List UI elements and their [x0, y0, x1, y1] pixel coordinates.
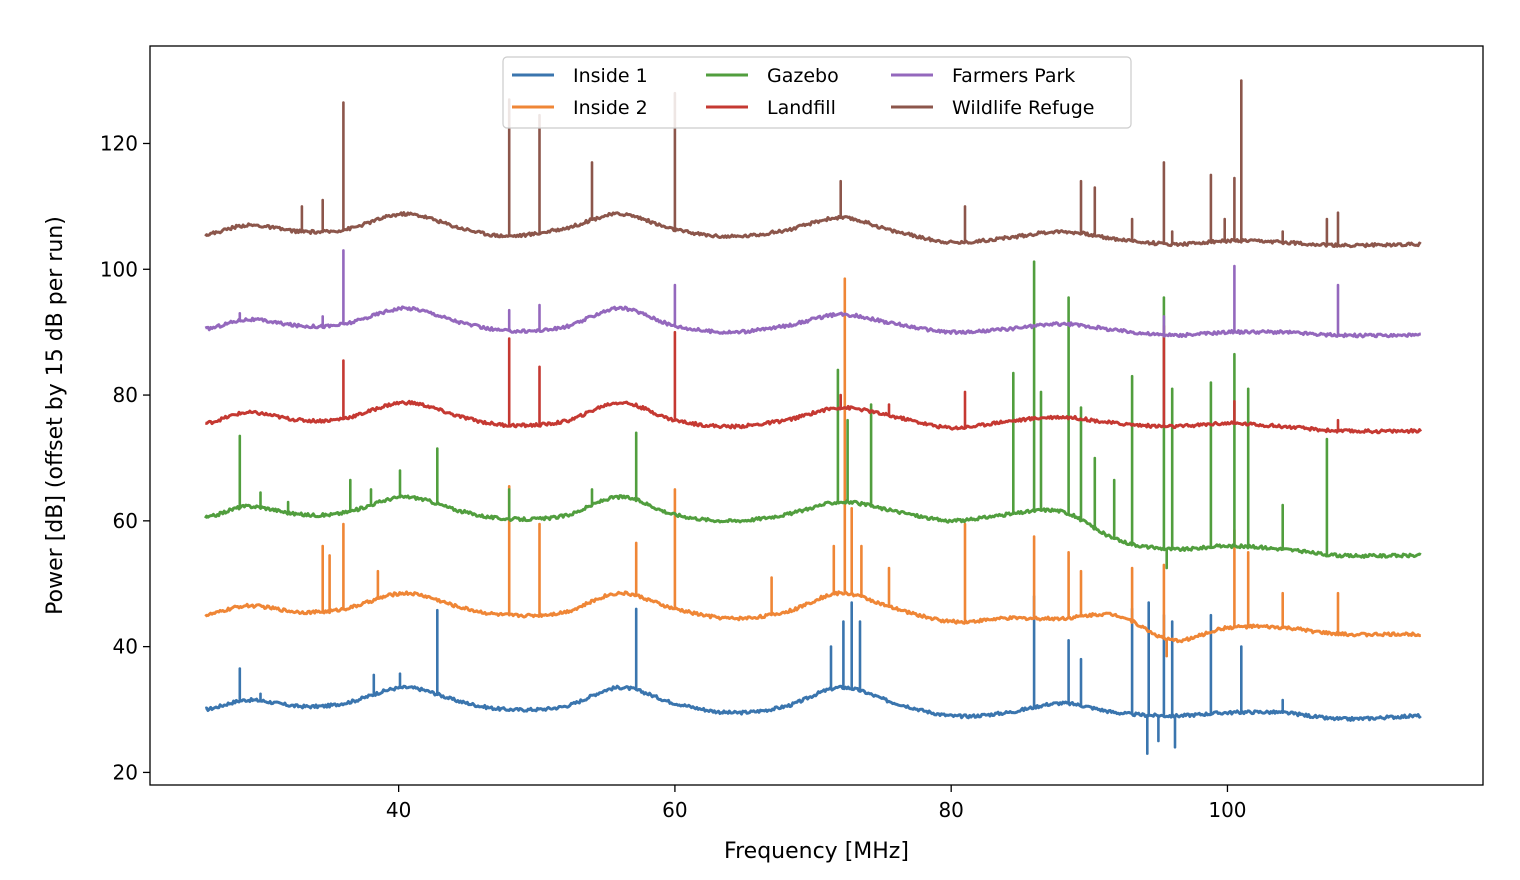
x-tick-label: 60 [662, 798, 687, 822]
series-line [204, 590, 1421, 644]
y-tick-label: 80 [113, 383, 138, 407]
x-tick-label: 80 [938, 798, 963, 822]
series-line [204, 684, 1422, 722]
legend-box [502, 56, 1132, 129]
legend-item: Gazebo [706, 65, 839, 87]
series-inside-2 [204, 277, 1421, 658]
x-axis-label: Frequency [MHz] [724, 839, 909, 864]
series-farmers-park [204, 249, 1421, 339]
series-line [204, 305, 1421, 339]
series-landfill [205, 324, 1423, 435]
y-tick-label: 100 [100, 257, 138, 281]
x-tick-label: 100 [1208, 798, 1246, 822]
legend-label: Inside 2 [573, 97, 648, 119]
legend-item: Wildlife Refuge [891, 97, 1094, 119]
series-layer [204, 79, 1423, 755]
x-tick-label: 40 [386, 798, 411, 822]
series-line [204, 494, 1422, 559]
legend: Inside 1 Inside 2 Gazebo Landfill Farmers Pa… [502, 56, 1132, 129]
legend-label: Landfill [767, 97, 836, 119]
y-tick-label: 60 [113, 509, 138, 533]
legend-label: Gazebo [767, 65, 839, 87]
y-axis: 20 40 60 80 100 120 [100, 131, 150, 784]
series-line [205, 399, 1423, 435]
series-line [204, 211, 1422, 249]
legend-label: Farmers Park [952, 65, 1075, 87]
legend-item: Farmers Park [891, 65, 1075, 87]
legend-item: Inside 2 [512, 97, 648, 119]
y-axis-label: Power [dB] (offset by 15 dB per run) [43, 216, 68, 615]
x-axis: 40 60 80 100 [386, 785, 1247, 822]
legend-label: Wildlife Refuge [952, 97, 1094, 119]
legend-label: Inside 1 [573, 65, 648, 87]
legend-item: Inside 1 [512, 65, 648, 87]
y-tick-label: 40 [113, 635, 138, 659]
legend-item: Landfill [706, 97, 836, 119]
y-tick-label: 120 [100, 131, 138, 155]
plot-frame [149, 45, 1484, 786]
series-inside-1 [204, 594, 1422, 755]
y-tick-label: 20 [113, 760, 138, 784]
